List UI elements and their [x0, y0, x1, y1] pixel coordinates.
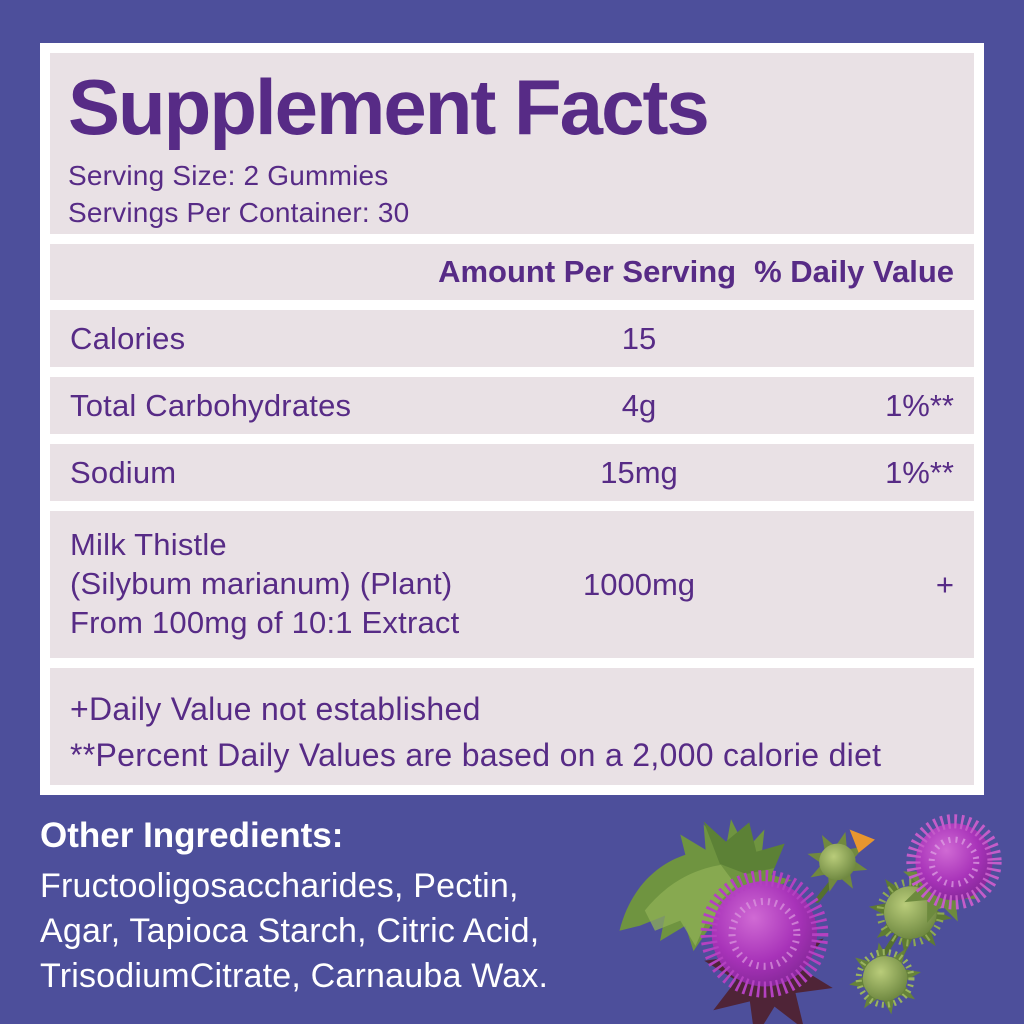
panel-header-block: Supplement Facts Serving Size: 2 Gummies…	[50, 53, 974, 234]
other-ingredients-section: Other Ingredients: Fructooligosaccharide…	[40, 816, 548, 999]
row-name-line-3: From 100mg of 10:1 Extract	[70, 604, 460, 640]
row-name: Calories	[70, 320, 186, 356]
table-row-milk-thistle: Milk Thistle (Silybum marianum) (Plant) …	[50, 511, 974, 658]
servings-per-container: Servings Per Container: 30	[68, 196, 410, 228]
table-row-total-carbohydrates: Total Carbohydrates 4g 1%**	[50, 377, 974, 434]
serving-size: Serving Size: 2 Gummies	[68, 160, 389, 192]
table-row-calories: Calories 15	[50, 310, 974, 367]
row-name: Sodium	[70, 454, 177, 490]
row-amount: 15mg	[600, 454, 678, 490]
table-column-header: Amount Per Serving % Daily Value	[50, 244, 974, 300]
column-header-daily-value: % Daily Value	[754, 254, 954, 289]
row-name: Total Carbohydrates	[70, 387, 352, 423]
panel-title: Supplement Facts	[68, 63, 710, 151]
row-daily-value: +	[935, 566, 954, 602]
column-header-amount: Amount Per Serving	[438, 254, 737, 289]
table-row-sodium: Sodium 15mg 1%**	[50, 444, 974, 501]
row-name-line-2: (Silybum marianum) (Plant)	[70, 566, 453, 602]
footnote-percent-daily-values: **Percent Daily Values are based on a 2,…	[70, 737, 882, 774]
row-amount: 1000mg	[582, 566, 696, 602]
other-ingredients-line: Agar, Tapioca Starch, Citric Acid,	[40, 911, 540, 950]
row-daily-value: 1%**	[885, 454, 954, 490]
thistle-leaf-top	[703, 821, 785, 875]
supplement-facts-panel: Supplement Facts Serving Size: 2 Gummies…	[40, 43, 984, 795]
row-daily-value: 1%**	[885, 387, 954, 423]
other-ingredients-line: Fructooligosaccharides, Pectin,	[40, 867, 519, 905]
row-name-line-1: Milk Thistle	[70, 527, 227, 563]
milk-thistle-illustration	[619, 814, 1002, 1024]
row-amount: 15	[621, 320, 657, 356]
footnote-daily-value: +Daily Value not established	[70, 691, 481, 727]
row-name: Milk Thistle (Silybum marianum) (Plant) …	[70, 526, 489, 642]
footnotes-block: +Daily Value not established **Percent D…	[50, 668, 974, 785]
other-ingredients-title: Other Ingredients:	[40, 816, 344, 855]
row-amount: 4g	[621, 387, 657, 423]
other-ingredients-line: TrisodiumCitrate, Carnauba Wax.	[40, 956, 549, 995]
